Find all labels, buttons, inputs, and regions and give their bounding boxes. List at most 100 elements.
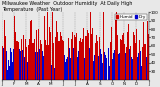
Bar xyxy=(101,54,102,80)
Bar xyxy=(142,47,143,80)
Bar xyxy=(147,21,148,80)
Bar xyxy=(91,34,92,80)
Bar xyxy=(42,51,43,80)
Bar xyxy=(14,16,15,80)
Bar xyxy=(25,39,26,80)
Bar xyxy=(76,33,77,80)
Bar xyxy=(36,30,37,80)
Bar xyxy=(94,55,95,80)
Bar xyxy=(48,45,49,80)
Bar xyxy=(74,35,75,80)
Bar xyxy=(136,29,137,80)
Bar xyxy=(103,12,104,80)
Bar xyxy=(137,49,138,80)
Bar xyxy=(18,42,19,80)
Bar xyxy=(112,37,113,80)
Bar xyxy=(98,56,99,80)
Bar xyxy=(13,49,14,80)
Bar xyxy=(60,32,61,80)
Bar xyxy=(104,52,105,80)
Bar xyxy=(3,48,4,80)
Bar xyxy=(124,44,125,80)
Bar xyxy=(33,43,34,80)
Bar xyxy=(118,54,119,80)
Bar xyxy=(106,32,107,80)
Bar xyxy=(37,52,38,80)
Bar xyxy=(84,58,85,80)
Bar xyxy=(57,32,58,80)
Bar xyxy=(26,47,27,80)
Bar xyxy=(73,48,74,80)
Bar xyxy=(131,35,132,80)
Bar xyxy=(140,51,141,80)
Bar xyxy=(34,39,35,80)
Bar xyxy=(99,37,100,80)
Text: Milwaukee Weather  Outdoor Humidity  At Daily High  Temperature  (Past Year): Milwaukee Weather Outdoor Humidity At Da… xyxy=(2,1,134,12)
Bar xyxy=(69,48,70,80)
Bar xyxy=(17,41,18,80)
Bar xyxy=(130,46,131,80)
Bar xyxy=(32,43,33,80)
Bar xyxy=(22,50,23,80)
Bar xyxy=(54,68,55,80)
Bar xyxy=(115,20,116,80)
Bar xyxy=(90,12,91,80)
Bar xyxy=(70,58,71,80)
Bar xyxy=(127,32,128,80)
Bar xyxy=(41,44,42,80)
Bar xyxy=(72,32,73,80)
Bar xyxy=(56,56,57,80)
Bar xyxy=(5,36,6,80)
Bar xyxy=(8,60,9,80)
Bar xyxy=(20,51,21,80)
Bar xyxy=(23,35,24,80)
Bar xyxy=(46,73,47,80)
Bar xyxy=(125,53,126,80)
Bar xyxy=(30,21,31,80)
Bar xyxy=(119,53,120,80)
Bar xyxy=(35,52,36,80)
Bar xyxy=(86,35,87,80)
Bar xyxy=(51,65,52,80)
Bar xyxy=(43,56,44,80)
Bar xyxy=(45,40,46,80)
Bar xyxy=(66,59,67,80)
Bar xyxy=(21,71,22,80)
Legend: Humid, Dry: Humid, Dry xyxy=(115,14,147,20)
Bar xyxy=(12,62,13,80)
Bar xyxy=(82,39,83,80)
Bar xyxy=(68,38,69,80)
Bar xyxy=(80,38,81,80)
Bar xyxy=(59,41,60,80)
Bar xyxy=(87,30,88,80)
Bar xyxy=(29,39,30,80)
Bar xyxy=(95,44,96,80)
Bar xyxy=(4,20,5,80)
Bar xyxy=(116,74,117,80)
Bar xyxy=(122,35,123,80)
Bar xyxy=(97,41,98,80)
Bar xyxy=(63,41,64,80)
Bar xyxy=(52,59,53,80)
Bar xyxy=(31,20,32,80)
Bar xyxy=(108,63,109,80)
Bar xyxy=(50,32,51,80)
Bar xyxy=(65,62,66,80)
Bar xyxy=(47,12,48,80)
Bar xyxy=(71,45,72,80)
Bar xyxy=(10,48,11,80)
Bar xyxy=(129,49,130,80)
Bar xyxy=(148,34,149,80)
Bar xyxy=(146,57,147,80)
Bar xyxy=(144,44,145,80)
Bar xyxy=(109,66,110,80)
Bar xyxy=(44,16,45,80)
Bar xyxy=(9,66,10,80)
Bar xyxy=(49,27,50,80)
Bar xyxy=(145,44,146,80)
Bar xyxy=(105,55,106,80)
Bar xyxy=(53,43,54,80)
Bar xyxy=(121,39,122,80)
Bar xyxy=(96,35,97,80)
Bar xyxy=(75,60,76,80)
